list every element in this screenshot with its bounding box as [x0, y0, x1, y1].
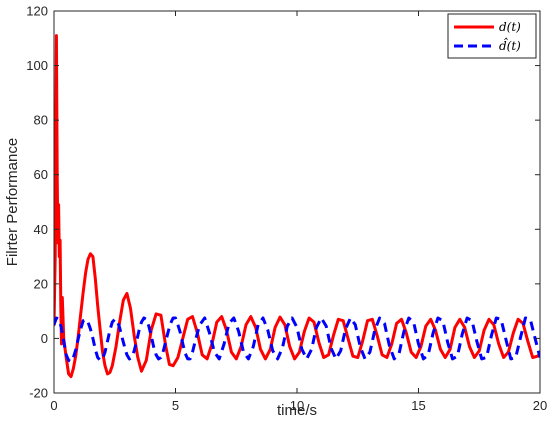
legend: d(t) d̂(t): [447, 13, 537, 59]
legend-label-d: d(t): [499, 20, 521, 34]
y-axis: -20 0 20 40 60 80 100 120: [26, 4, 540, 401]
x-axis: 0 5 10 15 20: [50, 11, 547, 413]
y-tick-label: 120: [26, 4, 48, 19]
series-layer: [54, 34, 540, 379]
series-line-d: [54, 34, 540, 379]
y-tick-label: -20: [29, 386, 48, 401]
x-tick-label: 10: [290, 398, 304, 413]
legend-label-d-hat: d̂(t): [499, 36, 521, 53]
y-tick-label: 40: [34, 222, 48, 237]
y-tick-label: 20: [34, 276, 48, 291]
y-axis-label: Filrter Performance: [4, 138, 21, 266]
y-tick-label: 100: [26, 58, 48, 73]
x-tick-label: 0: [50, 398, 57, 413]
x-tick-label: 5: [172, 398, 179, 413]
y-tick-label: 0: [41, 331, 48, 346]
x-tick-label: 15: [411, 398, 425, 413]
y-tick-label: 60: [34, 167, 48, 182]
y-tick-label: 80: [34, 113, 48, 128]
x-axis-label: time/s: [277, 402, 317, 419]
x-tick-label: 20: [533, 398, 547, 413]
series-line-d-hat: [54, 316, 540, 364]
legend-box: [447, 13, 537, 59]
